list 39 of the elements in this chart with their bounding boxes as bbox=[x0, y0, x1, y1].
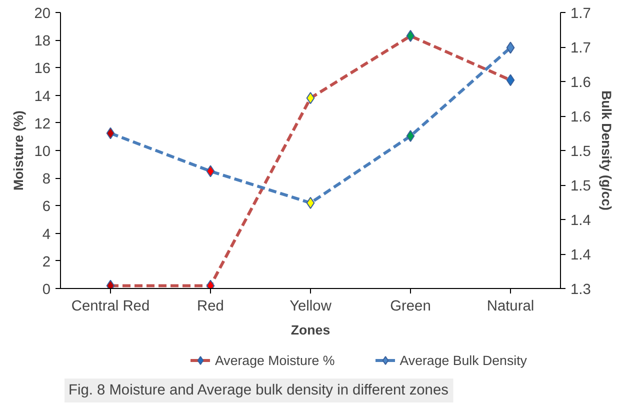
point bbox=[106, 127, 115, 140]
y-tick-label: 8 bbox=[42, 172, 51, 188]
x-axis-title: Zones bbox=[290, 322, 330, 338]
x-tick-label: Green bbox=[390, 298, 431, 314]
y2-tick-label: 1.5 bbox=[570, 178, 591, 194]
point bbox=[306, 92, 315, 104]
point bbox=[406, 30, 415, 42]
point bbox=[306, 196, 315, 209]
point bbox=[206, 165, 215, 178]
x-tick-label: Central Red bbox=[71, 298, 150, 314]
y-tick-label: 20 bbox=[34, 6, 51, 22]
y-tick-label: 12 bbox=[34, 116, 51, 132]
y2-tick-label: 1.6 bbox=[570, 110, 591, 126]
x-tick-label: Red bbox=[197, 298, 224, 314]
legend-label: Average Bulk Density bbox=[400, 352, 527, 368]
y-tick-label: 2 bbox=[42, 254, 51, 270]
y2-tick-label: 1.7 bbox=[570, 40, 591, 56]
y2-tick-label: 1.3 bbox=[570, 282, 591, 298]
y-tick-label: 18 bbox=[34, 34, 51, 50]
y-tick-label: 0 bbox=[42, 282, 51, 298]
y-axis-title: Moisture (%) bbox=[11, 110, 26, 190]
point bbox=[406, 130, 415, 142]
point bbox=[506, 74, 515, 86]
point bbox=[506, 42, 515, 54]
y2-tick-label: 1.6 bbox=[570, 75, 591, 91]
y-tick-label: 16 bbox=[34, 61, 51, 78]
y2-tick-label: 1.4 bbox=[570, 248, 591, 264]
x-tick-label: Yellow bbox=[290, 298, 332, 314]
y2-axis-title: Bulk Density (g/cc) bbox=[598, 90, 614, 210]
y-tick-label: 6 bbox=[42, 199, 51, 216]
y-tick-label: 4 bbox=[42, 226, 51, 243]
y-tick-label: 10 bbox=[34, 144, 51, 160]
y2-tick-label: 1.5 bbox=[570, 144, 591, 160]
y2-tick-label: 1.7 bbox=[570, 6, 591, 22]
legend-label: Average Moisture % bbox=[215, 352, 335, 368]
y-tick-label: 14 bbox=[34, 88, 51, 105]
y2-tick-label: 1.4 bbox=[570, 213, 591, 229]
caption: Fig. 8 Moisture and Average bulk density in different zones bbox=[68, 382, 448, 398]
x-tick-label: Natural bbox=[486, 298, 534, 314]
